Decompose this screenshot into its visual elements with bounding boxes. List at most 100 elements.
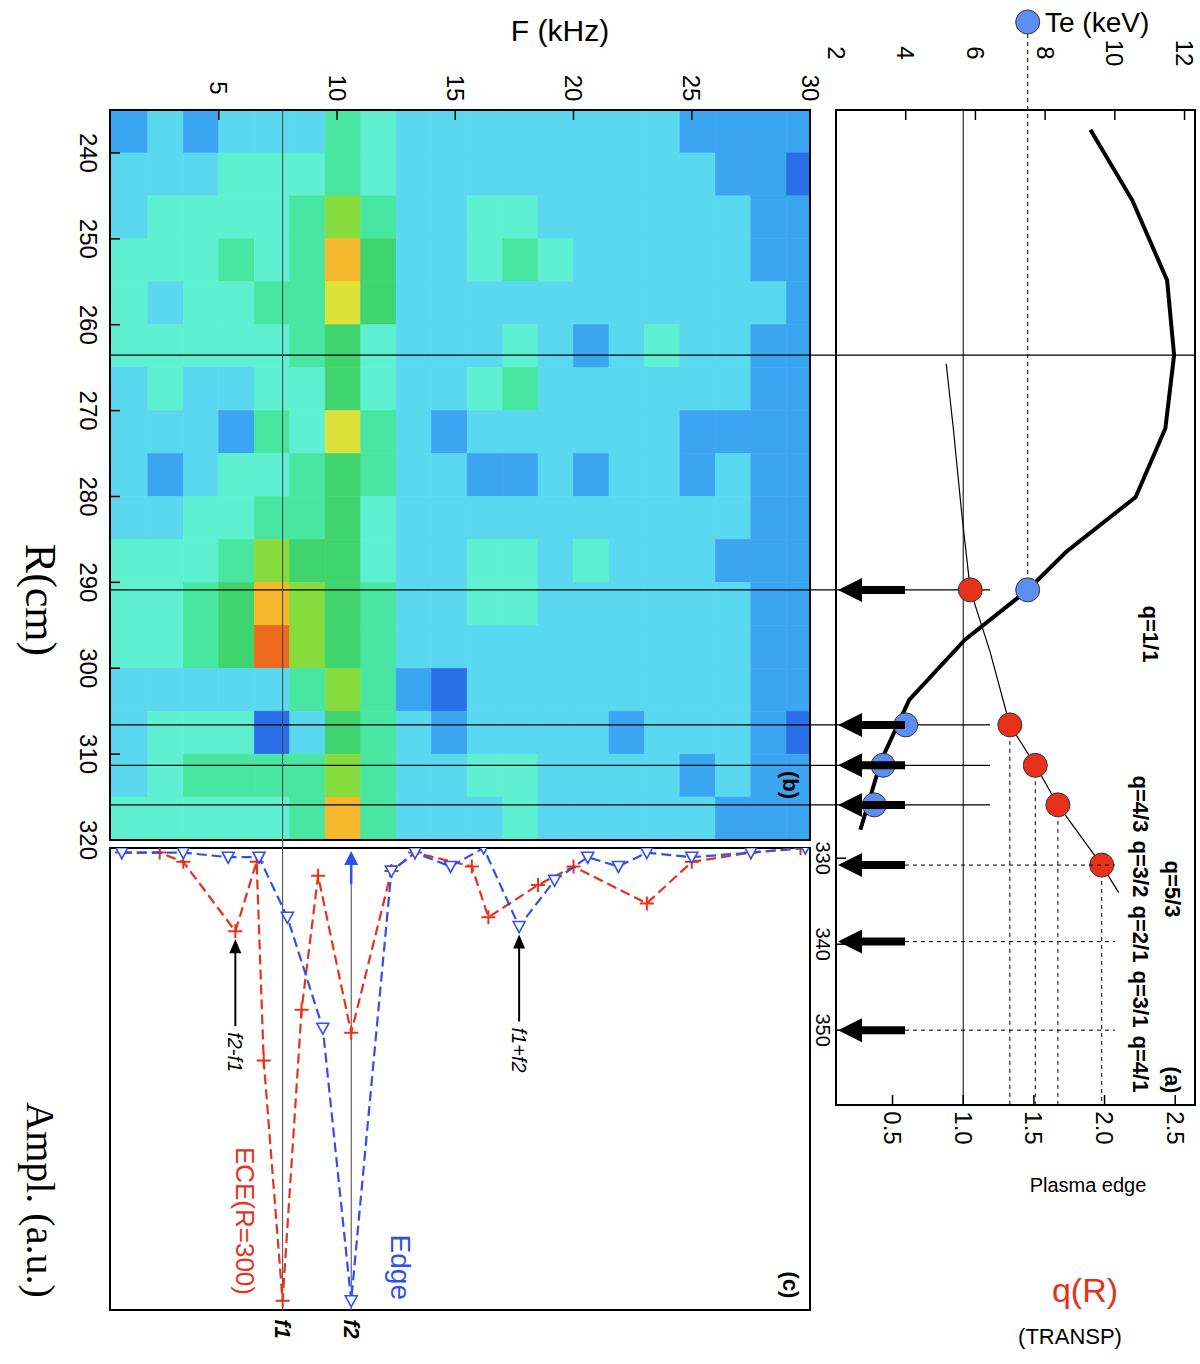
heat-cell: [432, 539, 467, 582]
heat-cell: [432, 411, 467, 454]
heat-cell: [183, 411, 218, 454]
q-point: [958, 578, 982, 602]
heat-cell: [786, 797, 810, 840]
background: [0, 0, 1200, 1364]
tick-label: 290: [75, 562, 102, 602]
heat-cell: [396, 668, 431, 711]
marker: [745, 848, 757, 859]
heat-cell: [503, 325, 538, 368]
heat-cell: [503, 239, 538, 282]
heat-cell: [574, 454, 609, 497]
heat-cell: [325, 153, 360, 196]
heat-cell: [751, 454, 786, 497]
heat-cell: [609, 539, 644, 582]
heat-cell: [110, 325, 148, 368]
heat-cell: [503, 110, 538, 153]
heat-cell: [786, 368, 810, 411]
heat-cell: [183, 368, 218, 411]
tick: [1104, 1095, 1106, 1105]
heat-cell: [325, 239, 360, 282]
heat-cell: [574, 539, 609, 582]
heat-cell: [148, 668, 183, 711]
heat-cell: [644, 239, 679, 282]
heat-cell: [396, 582, 431, 625]
heat-cell: [644, 625, 679, 668]
marker: [409, 848, 421, 859]
heat-cell: [183, 797, 218, 840]
heat-cell: [503, 754, 538, 797]
plot-c: [115, 848, 810, 1308]
heat-cell: [538, 153, 573, 196]
subtitle: (TRANSP): [1018, 1324, 1122, 1349]
heat-cell: [467, 282, 502, 325]
marker: [640, 896, 654, 910]
heat-cell: [183, 496, 218, 539]
heat-cell: [503, 668, 538, 711]
heat-cell: [609, 239, 644, 282]
marker: [384, 864, 398, 878]
heat-cell: [574, 496, 609, 539]
heat-cell: [361, 754, 396, 797]
heat-cell: [148, 496, 183, 539]
tick: [110, 496, 120, 498]
heat-cell: [786, 196, 810, 239]
heat-cell: [432, 196, 467, 239]
plot-a: [860, 130, 1174, 893]
heat-cell: [467, 196, 502, 239]
heat-cell: [183, 582, 218, 625]
heat-cell: [290, 454, 325, 497]
heat-cell: [361, 582, 396, 625]
heat-cell: [644, 110, 679, 153]
heat-cell: [574, 625, 609, 668]
tick-label: 0.5: [879, 1111, 906, 1144]
heat-cell: [609, 325, 644, 368]
heat-cell: [290, 110, 325, 153]
heat-cell: [110, 454, 148, 497]
heat-cell: [396, 454, 431, 497]
heat-cell: [361, 282, 396, 325]
marker: [408, 848, 422, 860]
annotation: q=3/2: [1128, 841, 1153, 898]
frame: [836, 110, 1195, 1105]
q-point: [998, 713, 1022, 737]
heat-cell: [680, 625, 715, 668]
marker: [799, 848, 810, 854]
heat-cell: [751, 325, 786, 368]
heat-cell: [219, 454, 254, 497]
heat-cell: [110, 496, 148, 539]
heat-cell: [325, 754, 360, 797]
heat-cell: [290, 411, 325, 454]
heat-cell: [467, 239, 502, 282]
heat-cell: [110, 754, 148, 797]
heat-cell: [110, 668, 148, 711]
heat-cell: [644, 196, 679, 239]
tick: [975, 110, 977, 120]
heat-cell: [148, 239, 183, 282]
heat-cell: [644, 711, 679, 754]
heat-cell: [644, 668, 679, 711]
heat-cell: [432, 496, 467, 539]
guide-line: [905, 941, 1115, 942]
arrow: [838, 753, 905, 777]
heat-cell: [396, 711, 431, 754]
heat-cell: [254, 325, 289, 368]
heat-cell: [183, 754, 218, 797]
heat-cell: [538, 325, 573, 368]
heat-cell: [609, 411, 644, 454]
tick: [573, 110, 575, 120]
tick: [110, 238, 120, 240]
marker: [531, 878, 545, 892]
tick-label: 4: [892, 46, 919, 59]
heat-cell: [325, 368, 360, 411]
heat-cell: [148, 411, 183, 454]
heat-cell: [644, 797, 679, 840]
heat-cell: [432, 454, 467, 497]
heat-cell: [680, 668, 715, 711]
tick-label: 1.0: [950, 1111, 977, 1144]
heat-cell: [644, 582, 679, 625]
heat-cell: [715, 153, 750, 196]
heat-cell: [396, 625, 431, 668]
heat-cell: [574, 797, 609, 840]
heat-cell: [574, 411, 609, 454]
heat-cell: [538, 282, 573, 325]
